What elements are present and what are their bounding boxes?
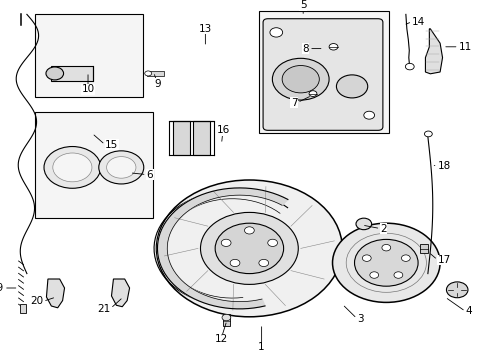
- Circle shape: [215, 223, 283, 274]
- Text: 1: 1: [258, 342, 264, 352]
- Text: 7: 7: [290, 98, 297, 108]
- Polygon shape: [111, 279, 129, 307]
- Circle shape: [355, 218, 371, 230]
- Circle shape: [369, 272, 378, 278]
- Text: 4: 4: [465, 306, 471, 316]
- Text: 14: 14: [411, 17, 425, 27]
- Text: 10: 10: [81, 84, 94, 94]
- Circle shape: [272, 58, 328, 100]
- Polygon shape: [157, 188, 287, 309]
- Circle shape: [99, 151, 143, 184]
- Circle shape: [328, 44, 337, 50]
- Circle shape: [156, 180, 342, 317]
- Circle shape: [221, 239, 230, 247]
- Text: 19: 19: [0, 283, 4, 293]
- Circle shape: [446, 282, 467, 298]
- Circle shape: [144, 71, 151, 76]
- Circle shape: [363, 111, 374, 119]
- Text: 2: 2: [380, 224, 386, 234]
- Circle shape: [362, 255, 370, 261]
- Circle shape: [200, 212, 298, 284]
- Polygon shape: [154, 191, 287, 306]
- Text: 16: 16: [216, 125, 229, 135]
- Text: 15: 15: [105, 140, 118, 150]
- Text: 13: 13: [198, 24, 212, 34]
- Text: 17: 17: [437, 255, 450, 265]
- Circle shape: [393, 272, 402, 278]
- Polygon shape: [46, 279, 64, 308]
- Circle shape: [269, 28, 282, 37]
- Bar: [223, 314, 230, 326]
- Bar: [259, 11, 388, 133]
- Text: 21: 21: [97, 303, 110, 314]
- Text: 20: 20: [30, 296, 43, 306]
- Circle shape: [44, 147, 101, 188]
- FancyBboxPatch shape: [263, 19, 382, 130]
- Circle shape: [354, 239, 417, 286]
- Circle shape: [46, 67, 63, 80]
- Circle shape: [401, 255, 409, 261]
- Bar: [193, 121, 210, 155]
- Text: 3: 3: [356, 314, 363, 324]
- Text: 9: 9: [154, 78, 161, 89]
- Circle shape: [405, 63, 413, 70]
- Circle shape: [244, 227, 254, 234]
- Circle shape: [336, 75, 367, 98]
- Circle shape: [53, 153, 92, 182]
- Circle shape: [424, 131, 431, 137]
- Bar: [172, 121, 189, 155]
- Bar: [146, 71, 163, 76]
- Text: 5: 5: [299, 0, 306, 10]
- Text: 11: 11: [458, 42, 471, 52]
- Circle shape: [258, 259, 268, 266]
- Text: 6: 6: [146, 170, 153, 180]
- Polygon shape: [425, 29, 442, 74]
- Circle shape: [222, 314, 230, 321]
- Bar: [35, 14, 142, 97]
- Circle shape: [381, 244, 390, 251]
- Text: 12: 12: [214, 334, 227, 344]
- Bar: [51, 66, 93, 81]
- Circle shape: [267, 239, 277, 247]
- Bar: [35, 112, 152, 218]
- Circle shape: [282, 66, 319, 93]
- Text: 8: 8: [302, 44, 308, 54]
- Text: 18: 18: [437, 161, 450, 171]
- Bar: [20, 304, 26, 313]
- Circle shape: [106, 157, 136, 178]
- Circle shape: [332, 223, 439, 302]
- Circle shape: [308, 91, 316, 96]
- Bar: [419, 244, 427, 253]
- Circle shape: [230, 259, 240, 266]
